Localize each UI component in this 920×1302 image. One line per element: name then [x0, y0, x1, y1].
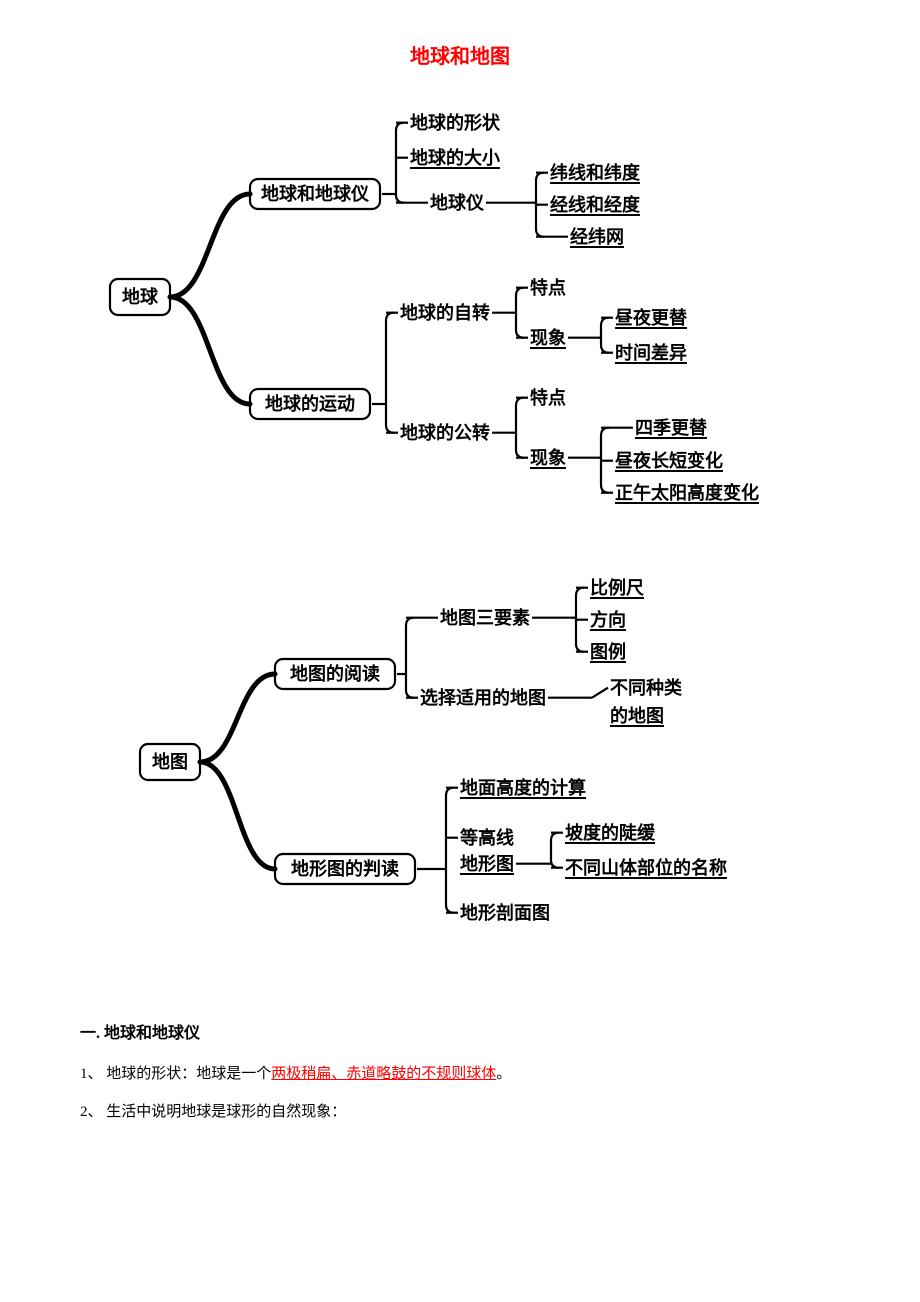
svg-text:地球: 地球 — [122, 286, 159, 307]
svg-text:纬线和纬度: 纬线和纬度 — [550, 162, 641, 183]
svg-text:等高线: 等高线 — [460, 827, 514, 848]
svg-text:现象: 现象 — [530, 327, 566, 348]
svg-text:时间差异: 时间差异 — [615, 342, 687, 363]
section-heading: 一. 地球和地球仪 — [80, 1019, 840, 1043]
svg-text:地图的阅读: 地图的阅读 — [290, 663, 380, 684]
diagram-earth: 地球 地球和地球仪地球的运动 地球的形状地球的大小地球仪 纬线和纬度经线和经度经纬网地… — [80, 89, 840, 524]
para-1-red: 两极稍扁、赤道略鼓的不规则球体 — [271, 1066, 496, 1082]
svg-text:昼夜更替: 昼夜更替 — [615, 307, 688, 328]
svg-text:地球的自转: 地球的自转 — [400, 302, 490, 323]
svg-text:经纬网: 经纬网 — [570, 226, 624, 247]
svg-text:地图三要素: 地图三要素 — [440, 607, 530, 628]
svg-text:选择适用的地图: 选择适用的地图 — [420, 687, 546, 708]
svg-text:昼夜长短变化: 昼夜长短变化 — [615, 450, 723, 471]
svg-text:地球的公转: 地球的公转 — [400, 422, 490, 443]
svg-text:比例尺: 比例尺 — [590, 577, 644, 598]
svg-text:地球的运动: 地球的运动 — [265, 393, 355, 414]
svg-text:地形图的判读: 地形图的判读 — [291, 858, 399, 879]
svg-text:现象: 现象 — [530, 447, 566, 468]
para-2: 2、 生活中说明地球是球形的自然现象： — [80, 1097, 840, 1127]
svg-text:特点: 特点 — [530, 277, 566, 298]
svg-text:地球仪: 地球仪 — [430, 192, 485, 213]
svg-text:不同山体部位的名称: 不同山体部位的名称 — [565, 857, 727, 878]
svg-text:坡度的陡缓: 坡度的陡缓 — [565, 822, 656, 843]
svg-text:图例: 图例 — [590, 641, 626, 662]
svg-text:四季更替: 四季更替 — [635, 417, 708, 438]
para-1-suffix: 。 — [496, 1066, 511, 1082]
svg-text:地球的大小: 地球的大小 — [410, 147, 500, 168]
svg-text:的地图: 的地图 — [610, 705, 664, 726]
diagram-map: 地图 地图的阅读地形图的判读 地图三要素选择适用的地图 比例尺方向图例不同种类的地图地… — [80, 554, 840, 959]
svg-text:正午太阳高度变化: 正午太阳高度变化 — [615, 482, 759, 503]
para-2-prefix: 生活中说明地球是球形的自然现象： — [106, 1104, 346, 1120]
svg-text:不同种类: 不同种类 — [610, 677, 683, 698]
svg-text:地球的形状: 地球的形状 — [410, 112, 501, 133]
svg-text:地球和地球仪: 地球和地球仪 — [261, 183, 370, 204]
page-title: 地球和地图 — [80, 40, 840, 69]
svg-text:特点: 特点 — [530, 387, 566, 408]
svg-text:地图: 地图 — [152, 751, 188, 772]
svg-text:地形剖面图: 地形剖面图 — [460, 902, 550, 923]
svg-text:方向: 方向 — [590, 609, 626, 630]
para-2-num: 2、 — [80, 1104, 103, 1120]
svg-text:经线和经度: 经线和经度 — [550, 194, 641, 215]
page: 地球和地图 地球 地球和地球仪地球的运动 地球的形状地球的大小地球仪 纬线和纬度经线和… — [0, 0, 920, 1195]
para-1-prefix: 地球的形状：地球是一个 — [106, 1066, 271, 1082]
svg-text:地面高度的计算: 地面高度的计算 — [460, 777, 586, 798]
para-1: 1、 地球的形状：地球是一个两极稍扁、赤道略鼓的不规则球体。 — [80, 1059, 840, 1089]
svg-text:地形图: 地形图 — [460, 853, 514, 874]
para-1-num: 1、 — [80, 1066, 103, 1082]
